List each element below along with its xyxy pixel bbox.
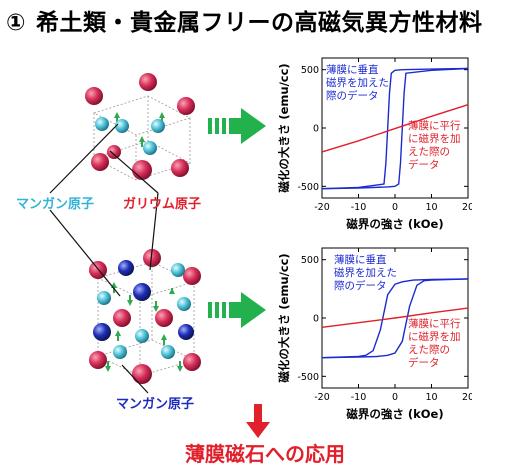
x-axis-label: 磁界の強さ (kOe) (346, 407, 443, 421)
x-tick-label: 0 (392, 392, 398, 403)
y-tick-label: 0 (313, 124, 319, 135)
y-tick-label: -500 (297, 182, 319, 193)
y-tick-label: 500 (301, 255, 319, 266)
down-arrow-icon (246, 404, 270, 442)
x-tick-label: -10 (351, 202, 367, 213)
x-tick-label: 20 (462, 392, 472, 403)
application-text: 薄膜磁石への応用 (185, 442, 345, 466)
chart-upper: -20 -10 0 10 20 -500 0 500 磁界の強さ (kOe) 磁化の大きさ (em… (276, 48, 474, 238)
title-number: ① (6, 10, 26, 36)
series-perp_up (321, 278, 469, 359)
chart-upper-annotation-perp: 薄膜に垂直 磁界を加えた 際のデータ (326, 64, 389, 102)
x-tick-label: 0 (392, 202, 398, 213)
y-tick-label: 500 (301, 65, 319, 76)
crystal-structure-lower (68, 248, 218, 388)
y-tick-label: -500 (297, 372, 319, 383)
x-axis-label: 磁界の強さ (kOe) (346, 217, 443, 231)
x-tick-label: -10 (351, 392, 367, 403)
x-tick-label: 10 (425, 392, 437, 403)
chart-lower-annotation-parallel: 薄膜に平行 に磁界を加 えた際の データ (408, 318, 461, 369)
green-arrow-upper (208, 106, 270, 150)
crystal-structure-upper (62, 68, 212, 188)
x-tick-label: -20 (314, 202, 330, 213)
title-text: 希土類・貴金属フリーの高磁気異方性材料 (35, 10, 483, 36)
x-tick-label: 20 (462, 202, 472, 213)
x-tick-label: 10 (425, 202, 437, 213)
mn-atom-label-upper: マンガン原子 (16, 197, 95, 212)
series-perp_up (321, 67, 469, 190)
green-arrow-lower (208, 290, 270, 334)
hysteresis-chart-lower: -20 -10 0 10 20 -500 0 500 磁界の強さ (kOe) 磁化の大きさ (em… (277, 247, 474, 421)
ga-atom-label: ガリウム原子 (123, 197, 202, 212)
series-perp_down (321, 67, 469, 190)
series-parallel (321, 307, 469, 328)
chart-upper-annotation-parallel: 薄膜に平行 に磁界を加 えた際の データ (408, 120, 461, 171)
series-perp_down (321, 278, 469, 359)
y-axis-label: 磁化の大きさ (emu/cc) (277, 253, 291, 382)
chart-lower-annotation-perp: 薄膜に垂直 磁界を加えた 際のデータ (334, 254, 397, 292)
series-parallel (321, 104, 469, 153)
mn-atom-label-lower: マンガン原子 (116, 397, 195, 412)
x-tick-label: -20 (314, 392, 330, 403)
chart-lower: -20 -10 0 10 20 -500 0 500 磁界の強さ (kOe) 磁化の大きさ (em… (276, 238, 474, 428)
y-tick-label: 0 (313, 314, 319, 325)
hysteresis-chart-upper: -20 -10 0 10 20 -500 0 500 磁界の強さ (kOe) 磁化の大きさ (em… (277, 57, 474, 231)
page-title: ① 希土類・貴金属フリーの高磁気異方性材料 (6, 3, 518, 37)
y-axis-label: 磁化の大きさ (emu/cc) (277, 63, 291, 192)
